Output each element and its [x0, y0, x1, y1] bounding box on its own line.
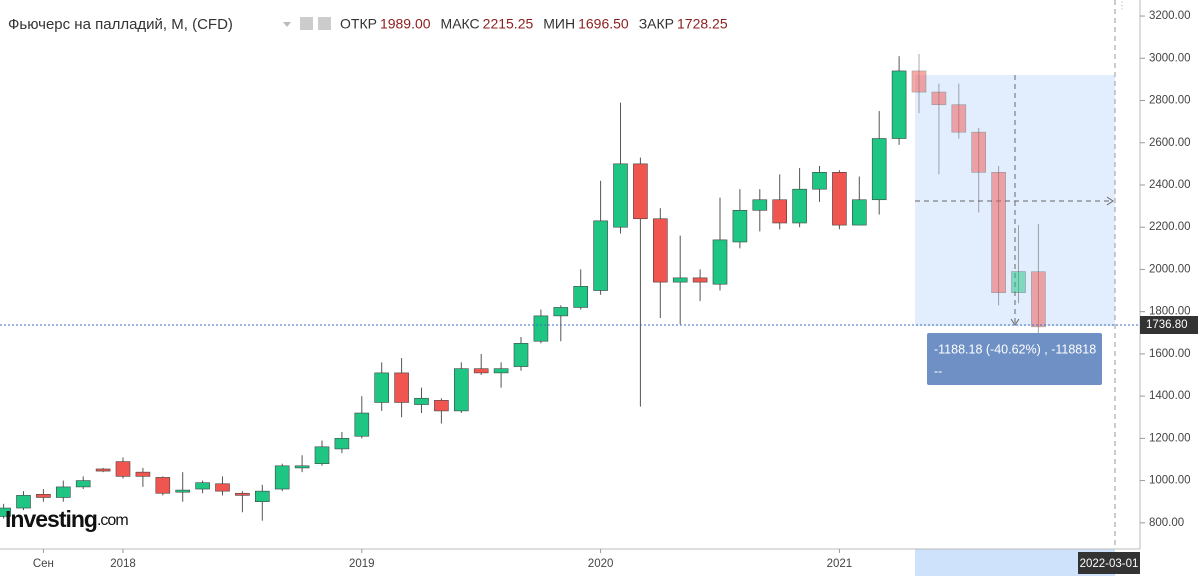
- candle-body: [1011, 271, 1026, 293]
- candle-body: [255, 490, 270, 503]
- candle-body: [453, 368, 469, 412]
- candle-body: [573, 286, 589, 308]
- y-tick-label: 2800.00: [1149, 95, 1191, 107]
- candle-body: [672, 277, 688, 283]
- x-tick-label: 2021: [827, 558, 853, 570]
- candle-body: [732, 210, 748, 243]
- candle-body: [951, 104, 967, 133]
- x-tick-label: Сен: [33, 558, 54, 570]
- chart-title: Фьючерс на палладий, M, (CFD): [8, 16, 233, 33]
- legend-name: ЗАКР: [639, 16, 674, 32]
- legend-name: МИН: [543, 16, 575, 32]
- candle-body: [75, 480, 91, 488]
- x-tick-label: 2020: [588, 558, 614, 570]
- dropdown-icon: [283, 22, 291, 27]
- y-tick-label: 1800.00: [1149, 306, 1191, 318]
- candle-body: [195, 482, 210, 490]
- candle-body: [135, 471, 151, 477]
- legend-value: 1728.25: [677, 16, 728, 32]
- crosshair-date-box: [1078, 552, 1140, 574]
- candle-body: [0, 507, 11, 517]
- candle-body: [55, 486, 71, 498]
- y-tick-label: 2000.00: [1149, 263, 1191, 275]
- candle-body: [931, 91, 947, 106]
- candle-body: [553, 307, 569, 317]
- y-tick-label: 2600.00: [1149, 137, 1191, 149]
- legend-value: 1989.00: [380, 16, 431, 32]
- candle-body: [891, 70, 907, 139]
- y-tick-label: 2200.00: [1149, 221, 1191, 233]
- candle-body: [812, 172, 827, 190]
- candle-body: [613, 163, 628, 228]
- legend-value: 1696.50: [578, 16, 629, 32]
- y-tick-label: 3200.00: [1149, 10, 1191, 22]
- candle-body: [473, 368, 489, 374]
- candle-body: [434, 400, 449, 412]
- candle-body: [871, 138, 887, 201]
- y-tick-label: 1600.00: [1149, 348, 1191, 360]
- candle-body: [175, 489, 190, 493]
- price-label-box: [1140, 316, 1198, 335]
- candle-body: [314, 446, 330, 464]
- y-tick-label: 1000.00: [1149, 475, 1191, 487]
- candle-body: [493, 368, 509, 374]
- candle-body: [712, 239, 728, 285]
- candle-body: [851, 199, 867, 226]
- candle-body: [991, 172, 1006, 293]
- menu-icon[interactable]: ⋮: [1117, 1, 1127, 12]
- watermark: Investing.com: [5, 506, 128, 532]
- arrow-head: [1106, 196, 1114, 206]
- settings-icon[interactable]: [318, 17, 331, 30]
- y-tick-label: 800.00: [1149, 517, 1184, 529]
- measure-text: -1188.18 (-40.62%) , -118818: [934, 342, 1096, 356]
- candle-body: [593, 220, 608, 291]
- candle-body: [155, 477, 171, 494]
- y-tick-label: 1200.00: [1149, 432, 1191, 444]
- legend-name: ОТКР: [340, 16, 377, 32]
- candle-body: [215, 483, 230, 492]
- candle-body: [533, 315, 549, 342]
- y-tick-label: 2400.00: [1149, 179, 1191, 191]
- candle-body: [374, 372, 390, 403]
- candle-body: [633, 163, 648, 220]
- candle-body: [294, 465, 310, 469]
- x-tick-label: 2018: [110, 558, 136, 570]
- candle-body: [832, 172, 847, 226]
- candle-body: [911, 70, 927, 93]
- candle-body: [692, 277, 708, 283]
- x-tick-label: 2019: [349, 558, 375, 570]
- candle-body: [235, 492, 250, 496]
- measure-box: [927, 333, 1102, 385]
- candle-body: [1031, 271, 1046, 328]
- candle-body: [772, 199, 788, 224]
- settings-icon[interactable]: [300, 17, 313, 30]
- candle-body: [16, 495, 31, 509]
- candle-body: [513, 343, 529, 367]
- y-tick-label: 1400.00: [1149, 390, 1191, 402]
- candle-body: [95, 468, 111, 472]
- legend-name: МАКС: [441, 16, 480, 32]
- candle-body: [115, 461, 131, 477]
- candle-body: [971, 131, 987, 173]
- legend-value: 2215.25: [483, 16, 534, 32]
- candle-body: [792, 188, 807, 224]
- candle-body: [274, 465, 290, 490]
- candle-body: [652, 218, 668, 283]
- price-label: 1736.80: [1146, 319, 1188, 331]
- candle-body: [334, 438, 350, 450]
- crosshair-date: 2022-03-01: [1080, 558, 1139, 570]
- candle-body: [752, 199, 768, 211]
- candle-body: [354, 412, 370, 437]
- candle-body: [394, 372, 409, 403]
- arrow-head: [1010, 318, 1020, 326]
- candle-body: [414, 397, 429, 405]
- y-tick-label: 3000.00: [1149, 52, 1191, 64]
- measure-text: --: [934, 364, 942, 378]
- candle-body: [36, 494, 51, 498]
